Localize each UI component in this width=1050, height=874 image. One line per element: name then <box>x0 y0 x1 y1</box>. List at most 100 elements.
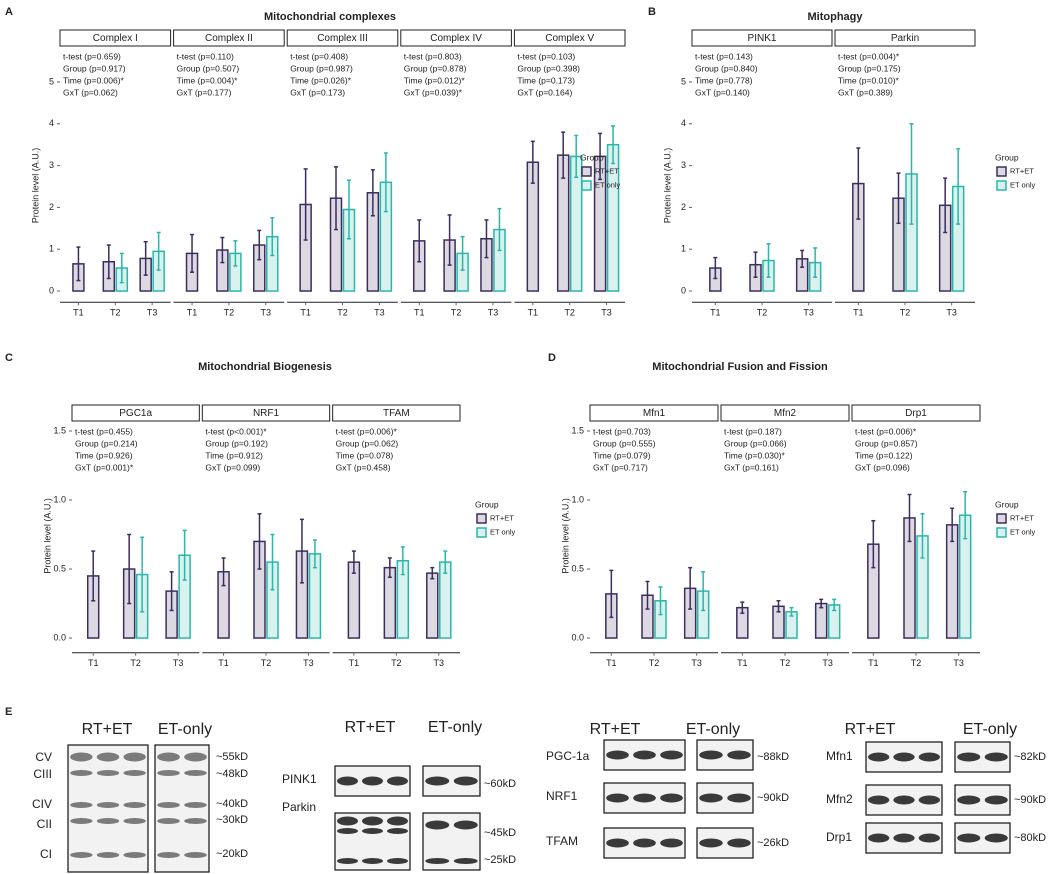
x-tick-label: T1 <box>300 308 311 318</box>
stat-text: Group (p=0.214) <box>75 438 138 448</box>
blot-band <box>337 828 358 834</box>
y-tick-label: 0 <box>49 285 54 295</box>
error-bar <box>299 518 304 584</box>
x-tick-label: T2 <box>564 308 575 318</box>
error-bar <box>257 229 262 261</box>
blot-band <box>387 858 408 864</box>
facet-title: PINK1 <box>748 33 777 44</box>
blot-size-label: ~82kD <box>1014 751 1046 763</box>
blot-band <box>699 750 723 760</box>
legend-swatch <box>996 180 1007 191</box>
error-bar <box>220 236 225 264</box>
y-tick-label: 1.5 <box>571 425 584 435</box>
x-tick-label: T2 <box>261 658 272 668</box>
x-tick-label: T2 <box>649 658 660 668</box>
blot-band <box>123 752 146 762</box>
blot-band <box>984 752 1008 762</box>
blot-band <box>362 828 383 834</box>
blot-band <box>337 816 358 826</box>
blot-band <box>727 793 751 803</box>
stat-text: Time (p=0.026)* <box>290 75 352 85</box>
blot-size-label: ~20kD <box>216 848 248 860</box>
stat-text: GxT (p=0.001)* <box>75 462 134 472</box>
stat-text: Time (p=0.173) <box>517 75 575 85</box>
legend-swatch <box>996 513 1007 524</box>
error-bar <box>270 533 275 591</box>
error-bar <box>447 214 452 266</box>
blot-protein-label: Mfn2 <box>826 792 853 806</box>
blot-band <box>157 802 180 808</box>
facet-strip <box>71 404 200 422</box>
x-tick-label: T1 <box>414 308 425 318</box>
stat-text: GxT (p=0.177) <box>177 87 232 97</box>
error-bar <box>417 219 422 263</box>
stat-text: Group (p=0.987) <box>290 63 353 73</box>
y-axis-label: Protein level (A.U.) <box>42 498 52 574</box>
blot-group-label: ET-only <box>963 721 1017 738</box>
legend-swatch <box>581 180 592 191</box>
legend-swatch <box>476 527 487 538</box>
blot-band <box>606 838 629 848</box>
blot-group-label: ET-only <box>686 721 740 738</box>
chart-title: Mitochondrial Fusion and Fission <box>652 361 828 373</box>
stat-text: t-test (p<0.001)* <box>205 426 267 436</box>
error-bar <box>312 539 317 569</box>
blot-band <box>157 818 180 824</box>
stat-text: GxT (p=0.062) <box>63 87 118 97</box>
blot-band <box>425 820 450 830</box>
error-bar <box>460 235 465 271</box>
stat-text: Group (p=0.917) <box>63 63 126 73</box>
blot-band <box>868 752 890 762</box>
y-tick-label: 0.5 <box>571 563 584 573</box>
y-tick-label: 3 <box>49 160 54 170</box>
panel-label: E <box>5 706 12 718</box>
facet-title: Mfn1 <box>643 408 666 419</box>
chart-title: Mitochondrial Biogenesis <box>198 361 332 373</box>
error-bar <box>609 569 614 619</box>
error-bar <box>598 132 603 181</box>
facet-title: TFAM <box>383 408 410 419</box>
legend-label: ET only <box>490 527 516 536</box>
stat-text: GxT (p=0.096) <box>855 462 910 472</box>
blot-size-label: ~30kD <box>216 814 248 826</box>
legend-title: Group <box>580 152 604 162</box>
stat-text: Group (p=0.857) <box>855 438 918 448</box>
blot-band <box>957 833 981 843</box>
blot-protein-label: CI <box>40 847 52 861</box>
facet-strip <box>400 29 512 47</box>
facet-strip <box>589 404 719 422</box>
error-bar <box>963 490 968 540</box>
facet-strip <box>851 404 981 422</box>
stat-text: t-test (p=0.110) <box>177 51 234 61</box>
facet-title: Complex IV <box>430 33 482 44</box>
blot-group-label: ET-only <box>158 721 212 738</box>
blot-band <box>918 752 940 762</box>
x-tick-label: T1 <box>606 658 617 668</box>
error-bar <box>221 557 226 587</box>
error-bar <box>943 177 948 234</box>
stat-text: t-test (p=0.803) <box>404 51 462 61</box>
legend-swatch <box>996 527 1007 538</box>
stat-text: t-test (p=0.103) <box>517 51 575 61</box>
stat-text: GxT (p=0.164) <box>517 87 572 97</box>
stat-text: Time (p=0.006)* <box>63 75 125 85</box>
y-tick-label: 1.0 <box>53 494 66 504</box>
x-tick-label: T3 <box>822 658 833 668</box>
facet-title: Complex I <box>93 33 138 44</box>
x-tick-label: T1 <box>737 658 748 668</box>
stat-text: t-test (p=0.187) <box>724 426 782 436</box>
blot-band <box>633 838 656 848</box>
facet-strip <box>286 29 399 47</box>
error-bar <box>530 140 535 184</box>
stat-text: t-test (p=0.408) <box>290 51 348 61</box>
blot-size-label: ~88kD <box>757 751 789 763</box>
stat-text: Group (p=0.192) <box>205 438 268 448</box>
x-tick-label: T2 <box>391 658 402 668</box>
error-bar <box>400 546 405 576</box>
facet-strip <box>332 404 461 422</box>
x-tick-label: T3 <box>946 308 957 318</box>
stat-text: Group (p=0.878) <box>404 63 467 73</box>
error-bar <box>701 571 706 612</box>
blot-protein-label: TFAM <box>546 834 578 848</box>
